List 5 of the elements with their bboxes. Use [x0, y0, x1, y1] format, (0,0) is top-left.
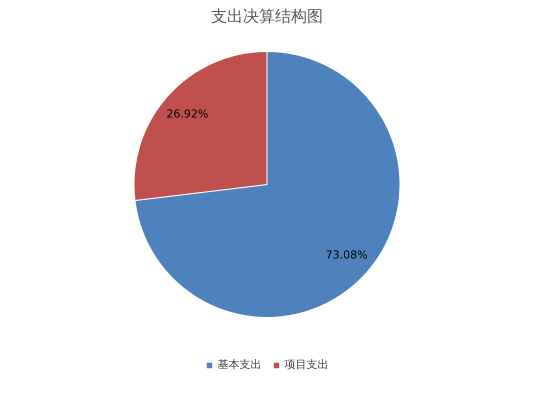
- legend-label: 基本支出: [218, 357, 262, 372]
- data-label: 73.08%: [326, 248, 368, 262]
- chart-title: 支出决算结构图: [211, 6, 323, 26]
- legend-label: 项目支出: [284, 357, 328, 372]
- data-label: 26.92%: [166, 107, 208, 120]
